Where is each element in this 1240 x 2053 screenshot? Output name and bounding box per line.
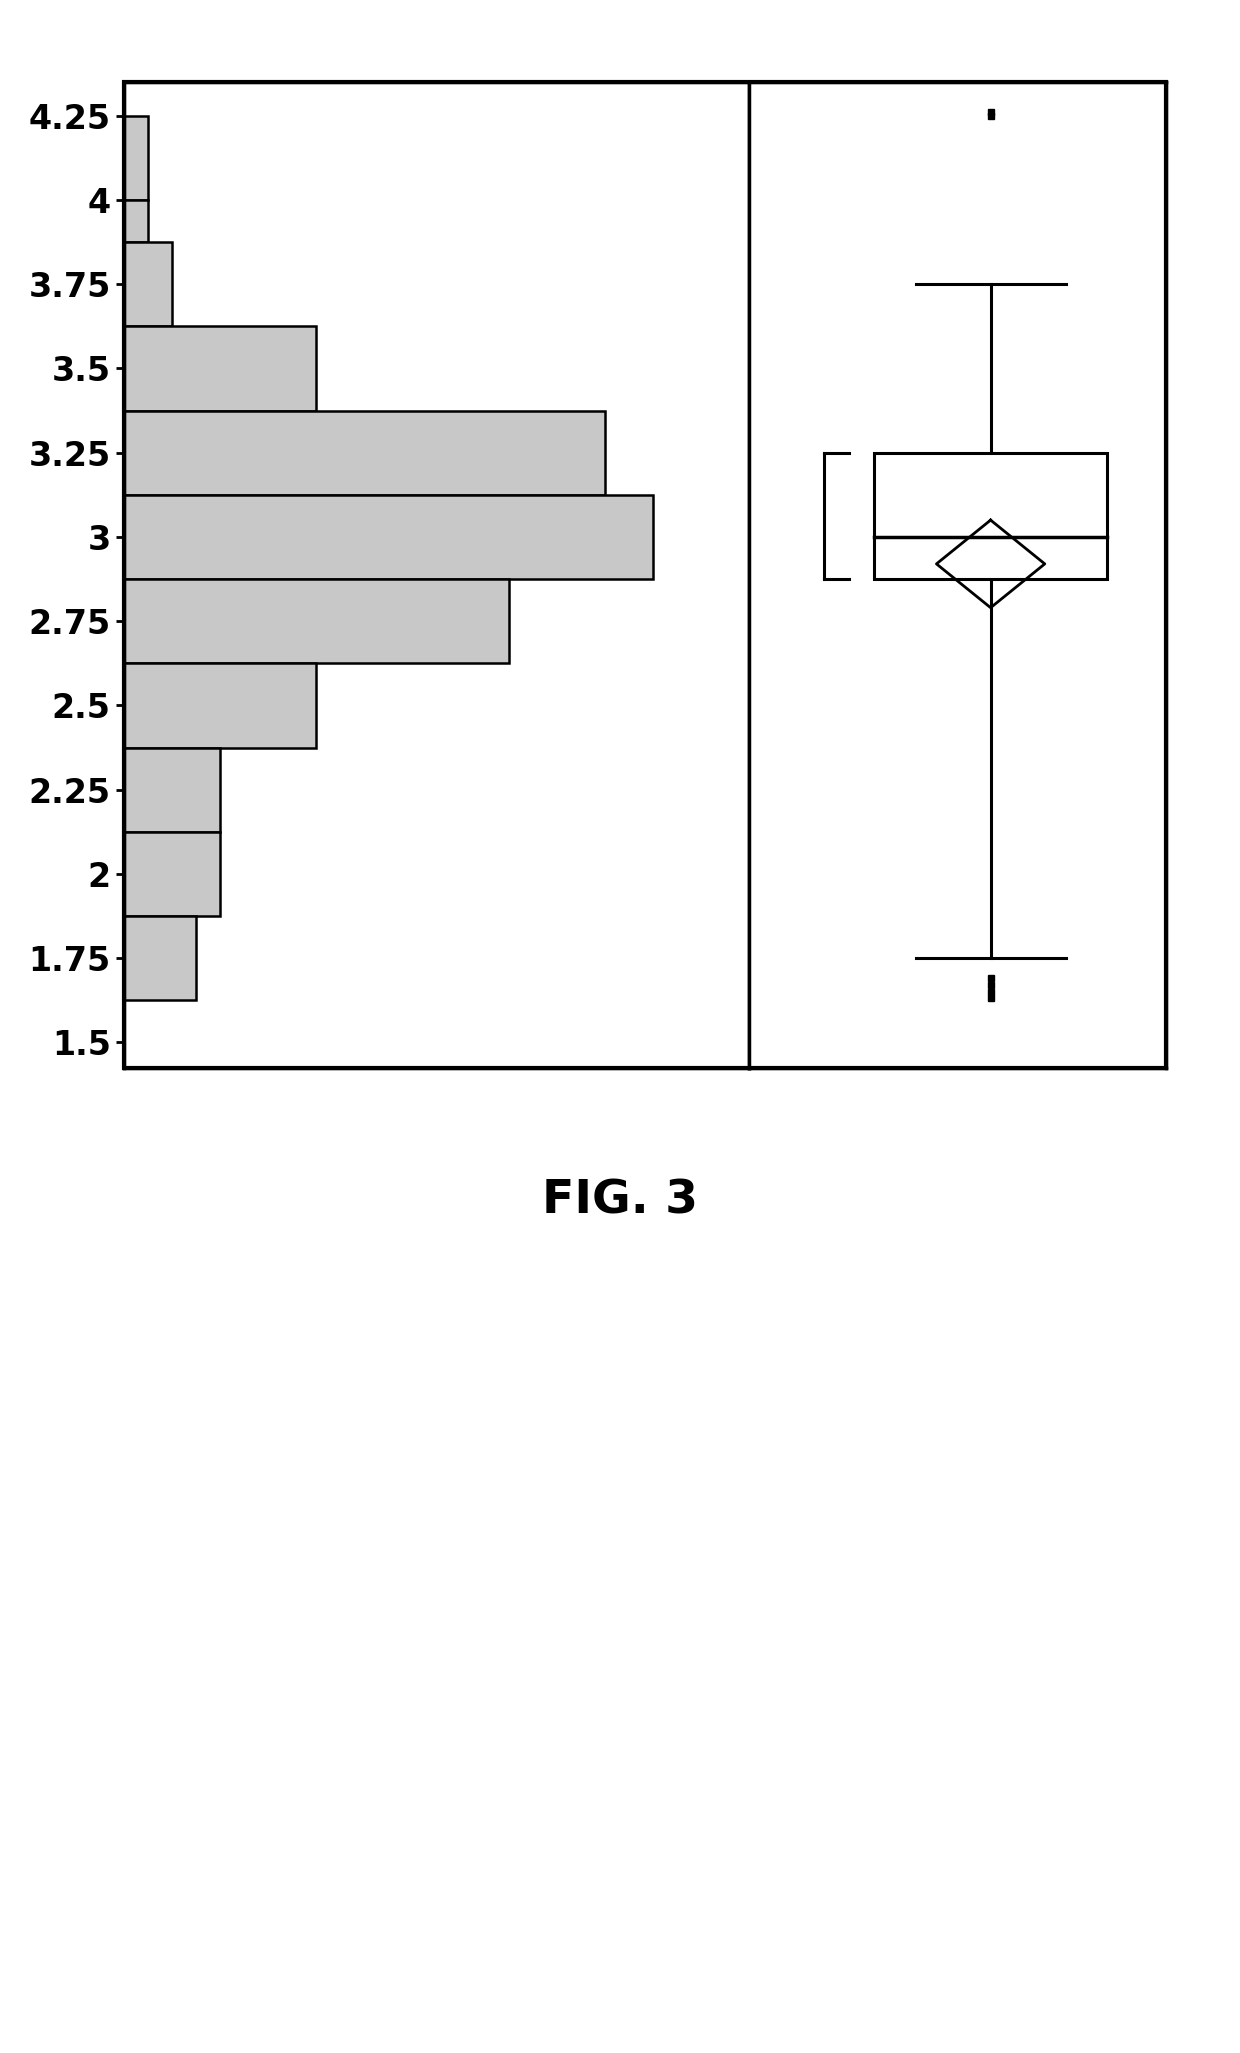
- Bar: [124, 831, 221, 916]
- Bar: [124, 916, 196, 1000]
- Text: FIG. 3: FIG. 3: [542, 1178, 698, 1224]
- Bar: [124, 747, 221, 831]
- Bar: [874, 454, 1107, 579]
- Bar: [124, 115, 148, 199]
- Bar: [124, 411, 605, 495]
- Bar: [124, 663, 316, 747]
- Bar: [124, 326, 316, 411]
- Bar: [124, 242, 172, 326]
- Bar: [124, 495, 652, 579]
- Bar: [124, 199, 148, 242]
- Bar: [124, 579, 508, 663]
